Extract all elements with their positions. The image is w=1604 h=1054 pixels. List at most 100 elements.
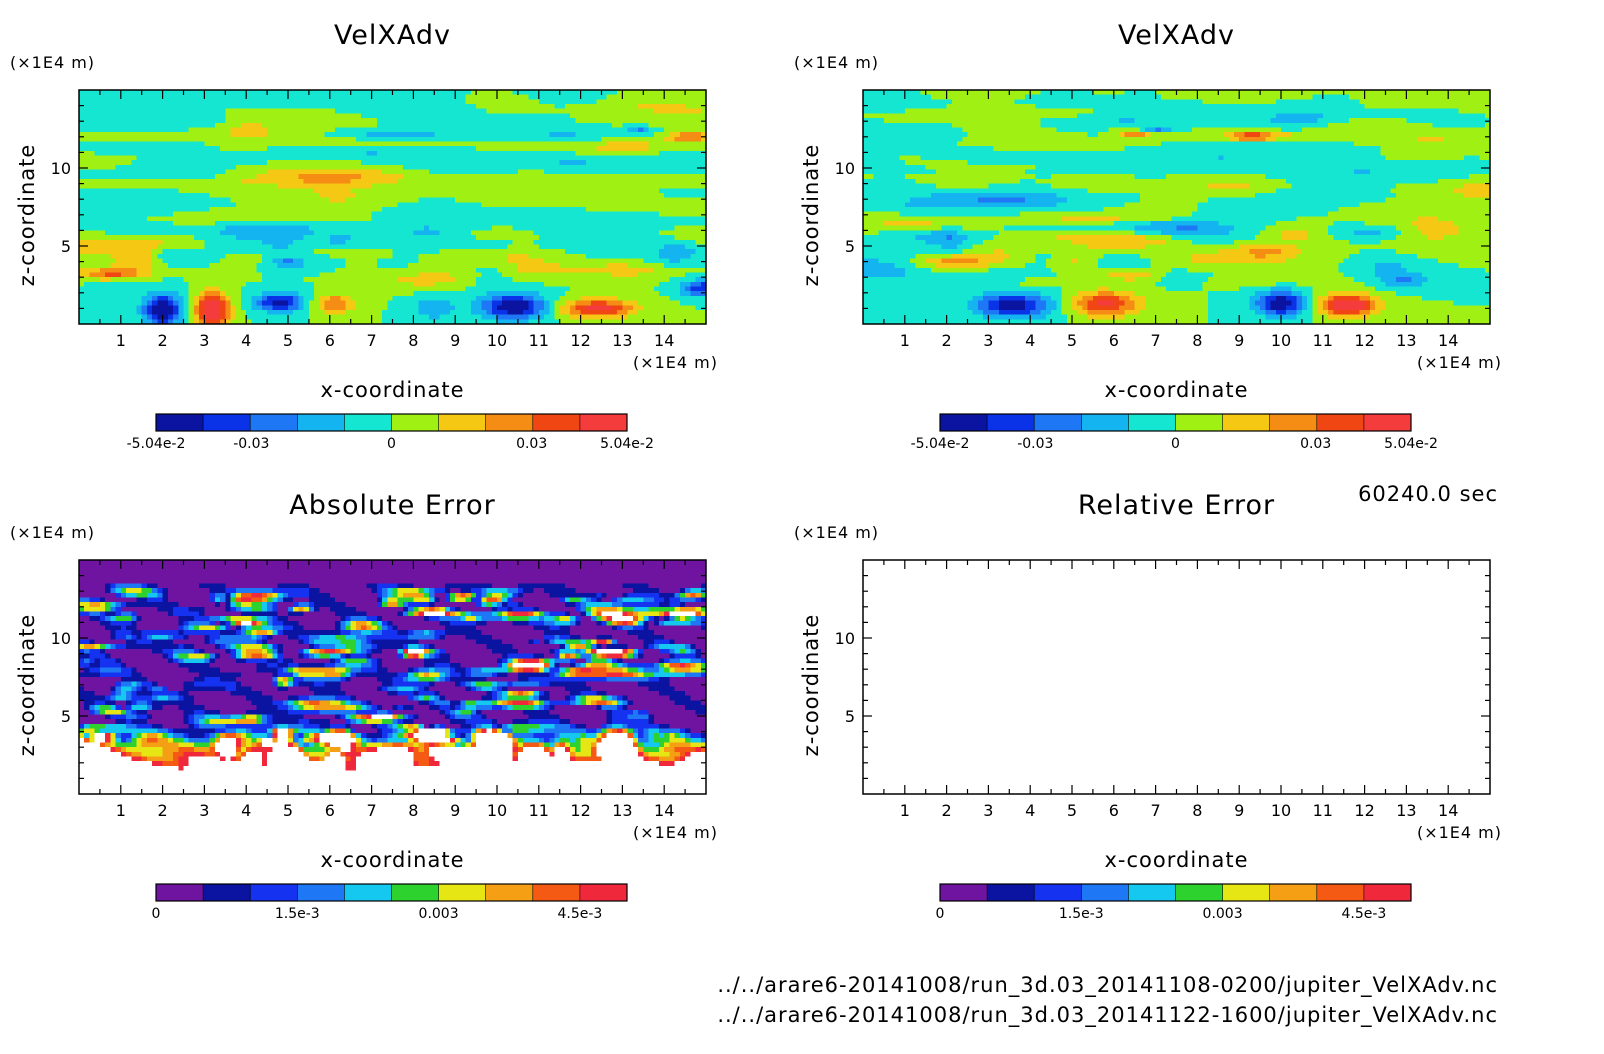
- heatmap-cell: [251, 188, 258, 194]
- heatmap-cell: [418, 122, 425, 129]
- heatmap-cell: [345, 235, 352, 241]
- heatmap-cell: [371, 160, 378, 166]
- heatmap-cell: [408, 118, 414, 124]
- heatmap-cell: [152, 263, 158, 269]
- heatmap-cell: [146, 150, 153, 157]
- heatmap-cell: [89, 253, 96, 260]
- heatmap-cell: [246, 150, 253, 157]
- heatmap-cell: [152, 108, 158, 114]
- heatmap-cell: [622, 272, 629, 278]
- heatmap-cell: [444, 211, 451, 217]
- heatmap-cell: [314, 99, 320, 105]
- heatmap-cell: [674, 211, 681, 217]
- heatmap-cell: [387, 108, 394, 114]
- heatmap-cell: [387, 225, 394, 231]
- heatmap-cell: [251, 174, 258, 180]
- heatmap-cell: [476, 267, 482, 274]
- heatmap-cell: [470, 178, 477, 185]
- heatmap-cell: [167, 239, 174, 246]
- heatmap-cell: [643, 207, 650, 213]
- heatmap-cell: [261, 136, 268, 143]
- heatmap-cell: [152, 118, 158, 124]
- heatmap-cell: [575, 258, 582, 264]
- heatmap-cell: [178, 104, 185, 110]
- heatmap-cell: [638, 249, 644, 255]
- heatmap-cell: [465, 150, 472, 157]
- heatmap-cell: [564, 235, 571, 241]
- heatmap-cell: [376, 281, 383, 288]
- heatmap-cell: [293, 183, 300, 189]
- heatmap-cell: [220, 192, 226, 199]
- heatmap-cell: [214, 132, 221, 138]
- heatmap-cell: [376, 160, 383, 166]
- heatmap-cell: [413, 211, 420, 217]
- heatmap-cell: [314, 122, 320, 129]
- heatmap-cell: [272, 230, 279, 236]
- heatmap-cell: [261, 235, 268, 241]
- heatmap-cell: [340, 239, 347, 246]
- heatmap-cell: [282, 235, 289, 241]
- heatmap-cell: [533, 178, 540, 185]
- heatmap-cell: [319, 113, 326, 119]
- heatmap-cell: [131, 183, 138, 189]
- heatmap-cell: [94, 230, 101, 236]
- heatmap-cell: [392, 164, 399, 171]
- heatmap-cell: [188, 113, 195, 119]
- heatmap-cell: [429, 221, 435, 227]
- heatmap-cell: [434, 155, 441, 161]
- heatmap-cell: [481, 235, 488, 241]
- heatmap-cell: [434, 230, 441, 236]
- heatmap-cell: [204, 183, 211, 189]
- heatmap-cell: [695, 150, 702, 157]
- heatmap-cell: [512, 258, 519, 264]
- heatmap-cell: [298, 169, 305, 175]
- heatmap-cell: [303, 277, 310, 283]
- heatmap-cell: [627, 235, 634, 241]
- heatmap-cell: [146, 188, 153, 194]
- heatmap-cell: [486, 104, 493, 110]
- heatmap-cell: [251, 136, 258, 143]
- heatmap-cell: [141, 272, 148, 278]
- heatmap-cell: [335, 113, 341, 119]
- heatmap-cell: [136, 267, 143, 274]
- heatmap-cell: [251, 141, 258, 147]
- heatmap-cell: [214, 169, 221, 175]
- heatmap-cell: [653, 104, 660, 110]
- heatmap-cell: [611, 150, 618, 157]
- heatmap-cell: [512, 90, 519, 96]
- heatmap-cell: [653, 211, 660, 217]
- heatmap-cell: [298, 211, 305, 217]
- heatmap-cell: [627, 99, 634, 105]
- heatmap-cell: [502, 239, 509, 246]
- heatmap-cell: [110, 108, 117, 114]
- heatmap-cell: [272, 197, 279, 203]
- heatmap-cell: [131, 127, 138, 133]
- heatmap-cell: [392, 169, 399, 175]
- heatmap-cell: [366, 225, 373, 231]
- heatmap-cell: [596, 99, 603, 105]
- heatmap-cell: [298, 90, 305, 96]
- heatmap-cell: [256, 253, 263, 260]
- heatmap-cell: [387, 235, 394, 241]
- heatmap-cell: [371, 155, 378, 161]
- heatmap-cell: [251, 249, 258, 255]
- heatmap-cell: [188, 211, 195, 217]
- heatmap-cell: [455, 104, 462, 110]
- heatmap-cell: [695, 108, 702, 114]
- heatmap-cell: [267, 244, 273, 250]
- heatmap-cell: [340, 108, 347, 114]
- heatmap-cell: [146, 216, 153, 222]
- heatmap-cell: [199, 272, 205, 278]
- heatmap-cell: [392, 178, 399, 185]
- heatmap-cell: [554, 118, 561, 124]
- heatmap-cell: [491, 178, 498, 185]
- heatmap-cell: [256, 122, 263, 129]
- heatmap-cell: [79, 104, 85, 110]
- heatmap-cell: [627, 122, 634, 129]
- heatmap-cell: [523, 244, 529, 250]
- heatmap-cell: [591, 104, 597, 110]
- heatmap-cell: [141, 211, 148, 217]
- heatmap-cell: [580, 150, 587, 157]
- heatmap-cell: [152, 164, 158, 171]
- heatmap-cell: [580, 169, 587, 175]
